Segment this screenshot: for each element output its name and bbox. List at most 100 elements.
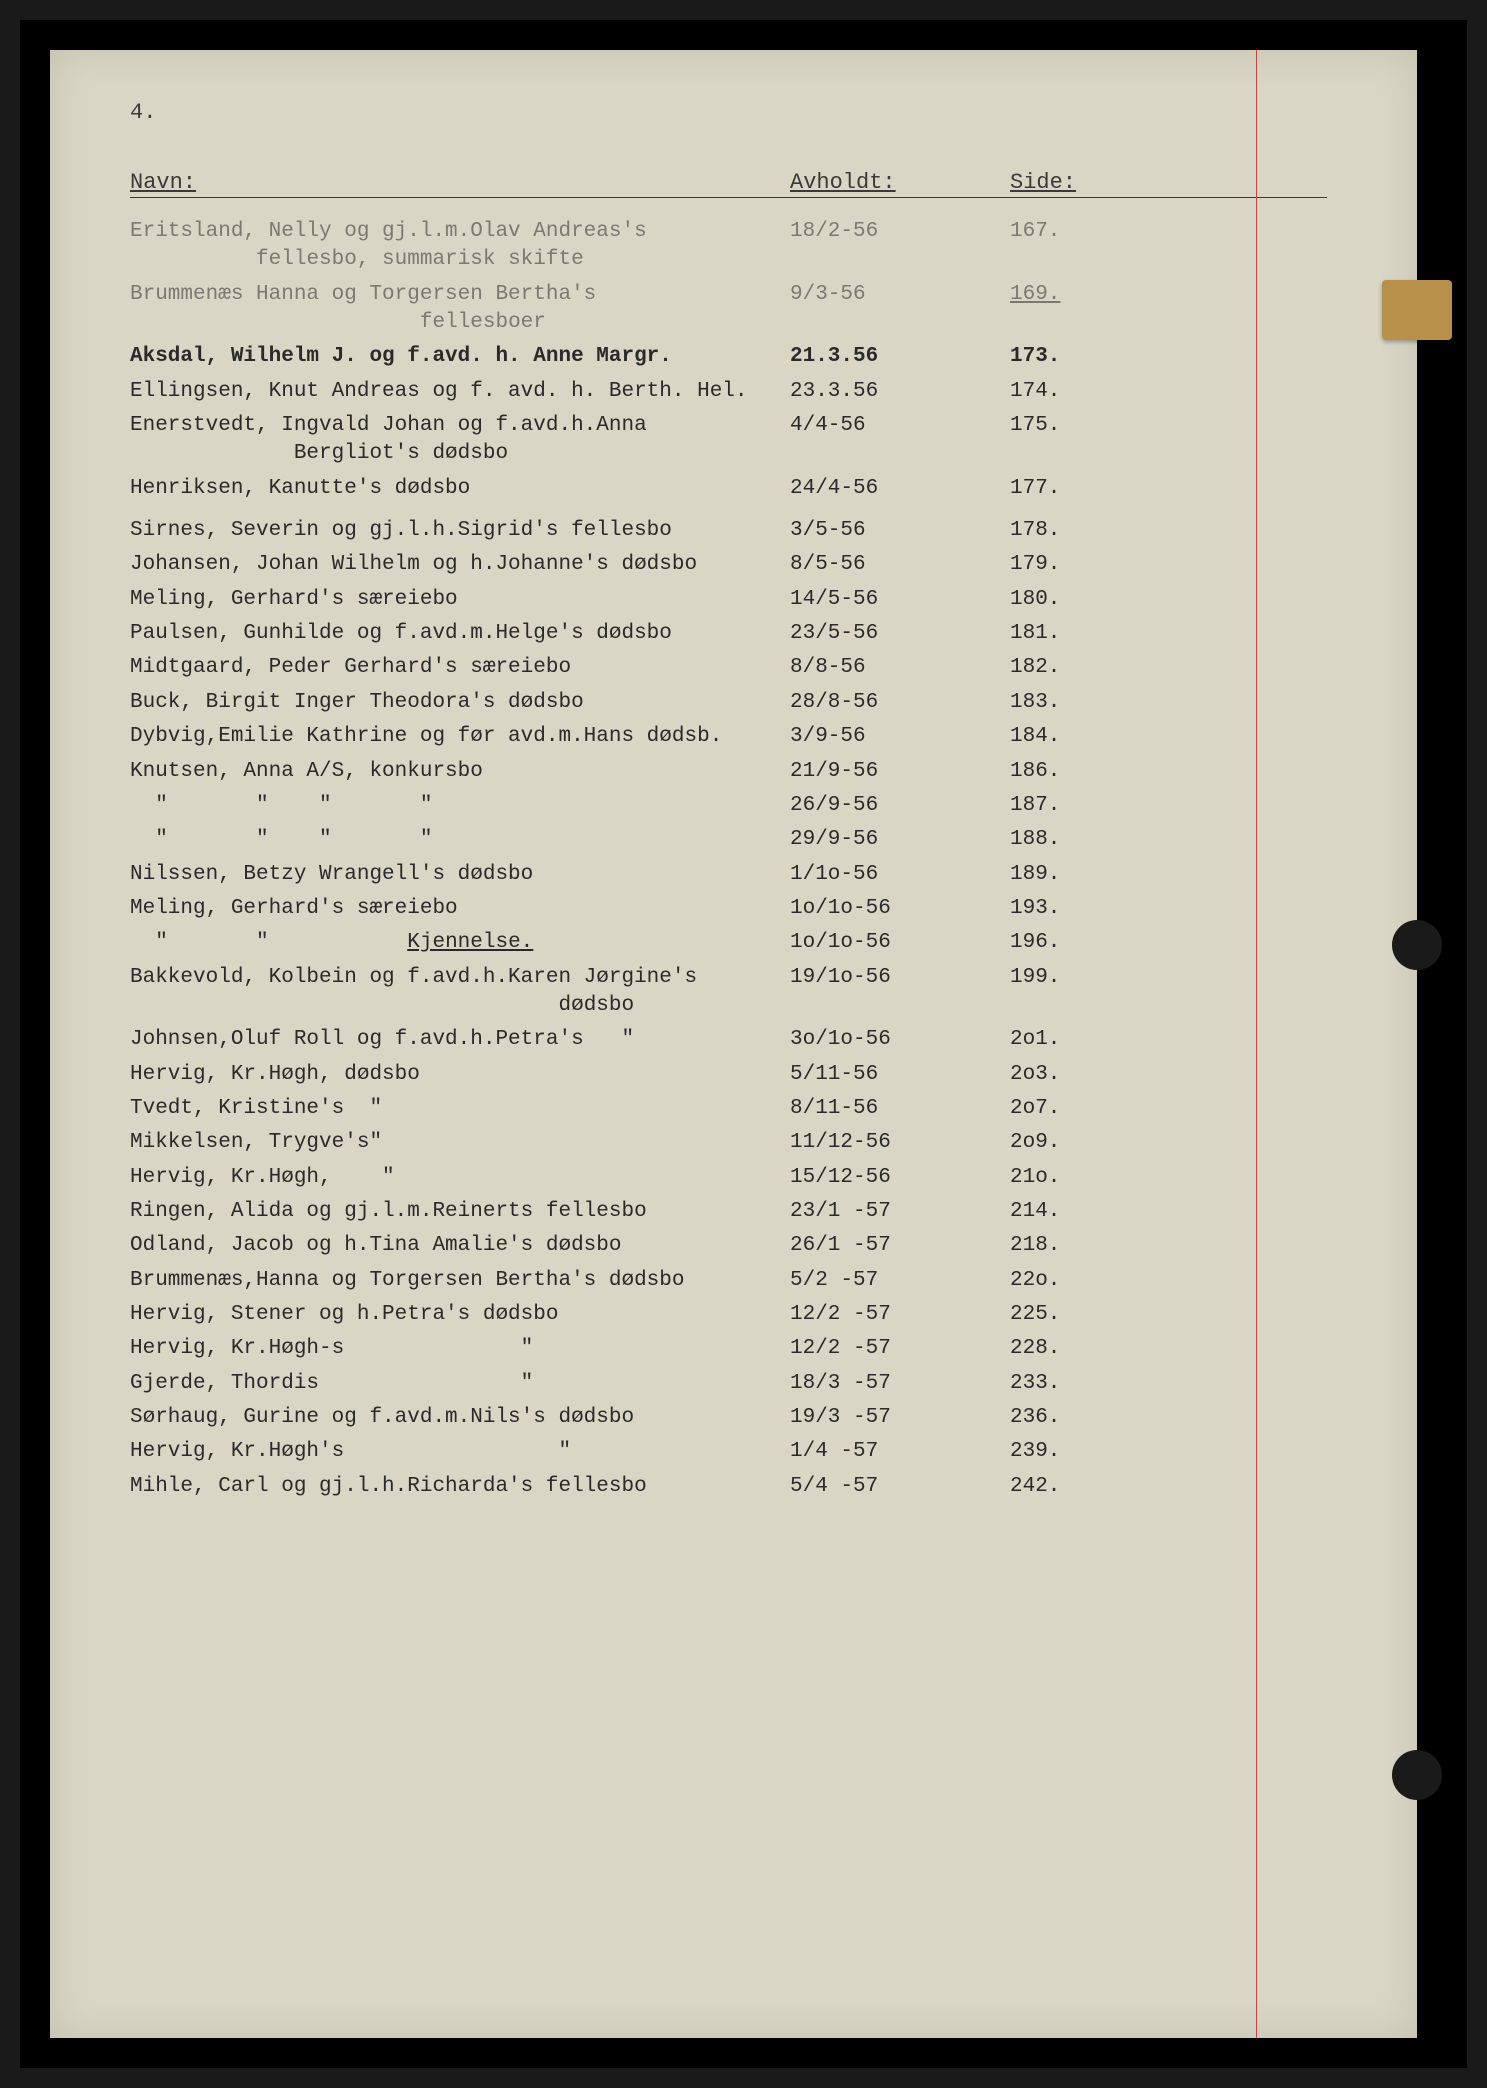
table-row: Aksdal, Wilhelm J. og f.avd. h. Anne Mar… — [130, 343, 1327, 371]
table-row: Brummenæs,Hanna og Torgersen Bertha's dø… — [130, 1267, 1327, 1295]
entry-date: 21.3.56 — [790, 343, 990, 371]
entry-name: Brummenæs Hanna og Torgersen Bertha's fe… — [130, 281, 790, 338]
entry-page: 233. — [990, 1370, 1327, 1398]
header-date: Avholdt: — [790, 170, 990, 195]
entry-page: 178. — [990, 517, 1327, 545]
entry-date: 18/2-56 — [790, 218, 990, 275]
entry-page: 167. — [990, 218, 1327, 275]
entry-date: 9/3-56 — [790, 281, 990, 338]
entry-page: 2o7. — [990, 1095, 1327, 1123]
page-number: 4. — [130, 100, 156, 125]
table-row: Bakkevold, Kolbein og f.avd.h.Karen Jørg… — [130, 964, 1327, 1021]
entry-name: Knutsen, Anna A/S, konkursbo — [130, 758, 790, 786]
entry-name: " " " " — [130, 826, 790, 854]
entry-page: 2o1. — [990, 1026, 1327, 1054]
punch-hole-icon — [1392, 1750, 1442, 1800]
scanner-frame: 4. Navn: Avholdt: Side: Eritsland, Nelly… — [20, 20, 1467, 2068]
table-row: Johansen, Johan Wilhelm og h.Johanne's d… — [130, 551, 1327, 579]
entry-date: 8/11-56 — [790, 1095, 990, 1123]
entry-date: 4/4-56 — [790, 412, 990, 469]
entry-name: Enerstvedt, Ingvald Johan og f.avd.h.Ann… — [130, 412, 790, 469]
entry-date: 3/5-56 — [790, 517, 990, 545]
entry-date: 18/3 -57 — [790, 1370, 990, 1398]
entry-date: 15/12-56 — [790, 1164, 990, 1192]
entry-name: Hervig, Kr.Høgh-s " — [130, 1335, 790, 1363]
table-row: Ringen, Alida og gj.l.m.Reinerts fellesb… — [130, 1198, 1327, 1226]
entry-name: Hervig, Kr.Høgh, dødsbo — [130, 1061, 790, 1089]
entry-name: Sørhaug, Gurine og f.avd.m.Nils's dødsbo — [130, 1404, 790, 1432]
punch-hole-icon — [1392, 920, 1442, 970]
entry-page: 2o9. — [990, 1129, 1327, 1157]
entry-page: 196. — [990, 929, 1327, 957]
table-row: Sørhaug, Gurine og f.avd.m.Nils's dødsbo… — [130, 1404, 1327, 1432]
table-row: Hervig, Kr.Høgh, "15/12-5621o. — [130, 1164, 1327, 1192]
entry-date: 23.3.56 — [790, 378, 990, 406]
entry-page: 2o3. — [990, 1061, 1327, 1089]
table-row: Sirnes, Severin og gj.l.h.Sigrid's felle… — [130, 517, 1327, 545]
entry-page: 242. — [990, 1473, 1327, 1501]
entry-page: 186. — [990, 758, 1327, 786]
entry-date: 23/1 -57 — [790, 1198, 990, 1226]
entry-date: 19/1o-56 — [790, 964, 990, 1021]
entry-page: 21o. — [990, 1164, 1327, 1192]
entry-name: Meling, Gerhard's særeiebo — [130, 895, 790, 923]
section-break — [130, 509, 1327, 517]
entry-page: 199. — [990, 964, 1327, 1021]
entry-page: 218. — [990, 1232, 1327, 1260]
entry-date: 28/8-56 — [790, 689, 990, 717]
table-row: " " " "29/9-56188. — [130, 826, 1327, 854]
entry-date: 12/2 -57 — [790, 1301, 990, 1329]
entry-name: Brummenæs,Hanna og Torgersen Bertha's dø… — [130, 1267, 790, 1295]
entry-name: Gjerde, Thordis " — [130, 1370, 790, 1398]
entry-date: 8/5-56 — [790, 551, 990, 579]
table-row: Paulsen, Gunhilde og f.avd.m.Helge's død… — [130, 620, 1327, 648]
header-page: Side: — [990, 170, 1327, 195]
entry-date: 12/2 -57 — [790, 1335, 990, 1363]
entry-date: 1o/1o-56 — [790, 895, 990, 923]
table-row: Henriksen, Kanutte's dødsbo24/4-56177. — [130, 475, 1327, 503]
entry-name: Sirnes, Severin og gj.l.h.Sigrid's felle… — [130, 517, 790, 545]
entry-page: 175. — [990, 412, 1327, 469]
table-row: Eritsland, Nelly og gj.l.m.Olav Andreas'… — [130, 218, 1327, 275]
table-row: Buck, Birgit Inger Theodora's dødsbo28/8… — [130, 689, 1327, 717]
entry-page: 173. — [990, 343, 1327, 371]
entry-page: 182. — [990, 654, 1327, 682]
entry-name: Odland, Jacob og h.Tina Amalie's dødsbo — [130, 1232, 790, 1260]
entry-date: 26/1 -57 — [790, 1232, 990, 1260]
table-row: Meling, Gerhard's særeiebo1o/1o-56193. — [130, 895, 1327, 923]
entry-page: 177. — [990, 475, 1327, 503]
table-row: Gjerde, Thordis "18/3 -57233. — [130, 1370, 1327, 1398]
entry-page: 228. — [990, 1335, 1327, 1363]
entry-name: Paulsen, Gunhilde og f.avd.m.Helge's død… — [130, 620, 790, 648]
entry-page: 214. — [990, 1198, 1327, 1226]
entry-name: Buck, Birgit Inger Theodora's dødsbo — [130, 689, 790, 717]
table-row: Hervig, Kr.Høgh's "1/4 -57239. — [130, 1438, 1327, 1466]
entry-name: Eritsland, Nelly og gj.l.m.Olav Andreas'… — [130, 218, 790, 275]
table-row: Ellingsen, Knut Andreas og f. avd. h. Be… — [130, 378, 1327, 406]
entry-date: 29/9-56 — [790, 826, 990, 854]
table-row: Dybvig,Emilie Kathrine og før avd.m.Hans… — [130, 723, 1327, 751]
table-row: Hervig, Stener og h.Petra's dødsbo12/2 -… — [130, 1301, 1327, 1329]
entry-date: 26/9-56 — [790, 792, 990, 820]
entry-page: 184. — [990, 723, 1327, 751]
entry-date: 23/5-56 — [790, 620, 990, 648]
entry-name: Johansen, Johan Wilhelm og h.Johanne's d… — [130, 551, 790, 579]
entry-page: 174. — [990, 378, 1327, 406]
entry-date: 3/9-56 — [790, 723, 990, 751]
entry-name: Mikkelsen, Trygve's" — [130, 1129, 790, 1157]
table-row: Tvedt, Kristine's "8/11-562o7. — [130, 1095, 1327, 1123]
entry-name: Ringen, Alida og gj.l.m.Reinerts fellesb… — [130, 1198, 790, 1226]
entry-name: Hervig, Kr.Høgh's " — [130, 1438, 790, 1466]
entry-name: " " Kjennelse. — [130, 929, 790, 957]
table-row: Hervig, Kr.Høgh-s "12/2 -57228. — [130, 1335, 1327, 1363]
entry-name: Dybvig,Emilie Kathrine og før avd.m.Hans… — [130, 723, 790, 751]
entry-date: 8/8-56 — [790, 654, 990, 682]
entry-date: 5/11-56 — [790, 1061, 990, 1089]
table-row: Meling, Gerhard's særeiebo14/5-56180. — [130, 586, 1327, 614]
entry-name: " " " " — [130, 792, 790, 820]
entry-date: 1/4 -57 — [790, 1438, 990, 1466]
entry-page: 188. — [990, 826, 1327, 854]
entry-page: 179. — [990, 551, 1327, 579]
entry-page: 183. — [990, 689, 1327, 717]
entry-date: 3o/1o-56 — [790, 1026, 990, 1054]
